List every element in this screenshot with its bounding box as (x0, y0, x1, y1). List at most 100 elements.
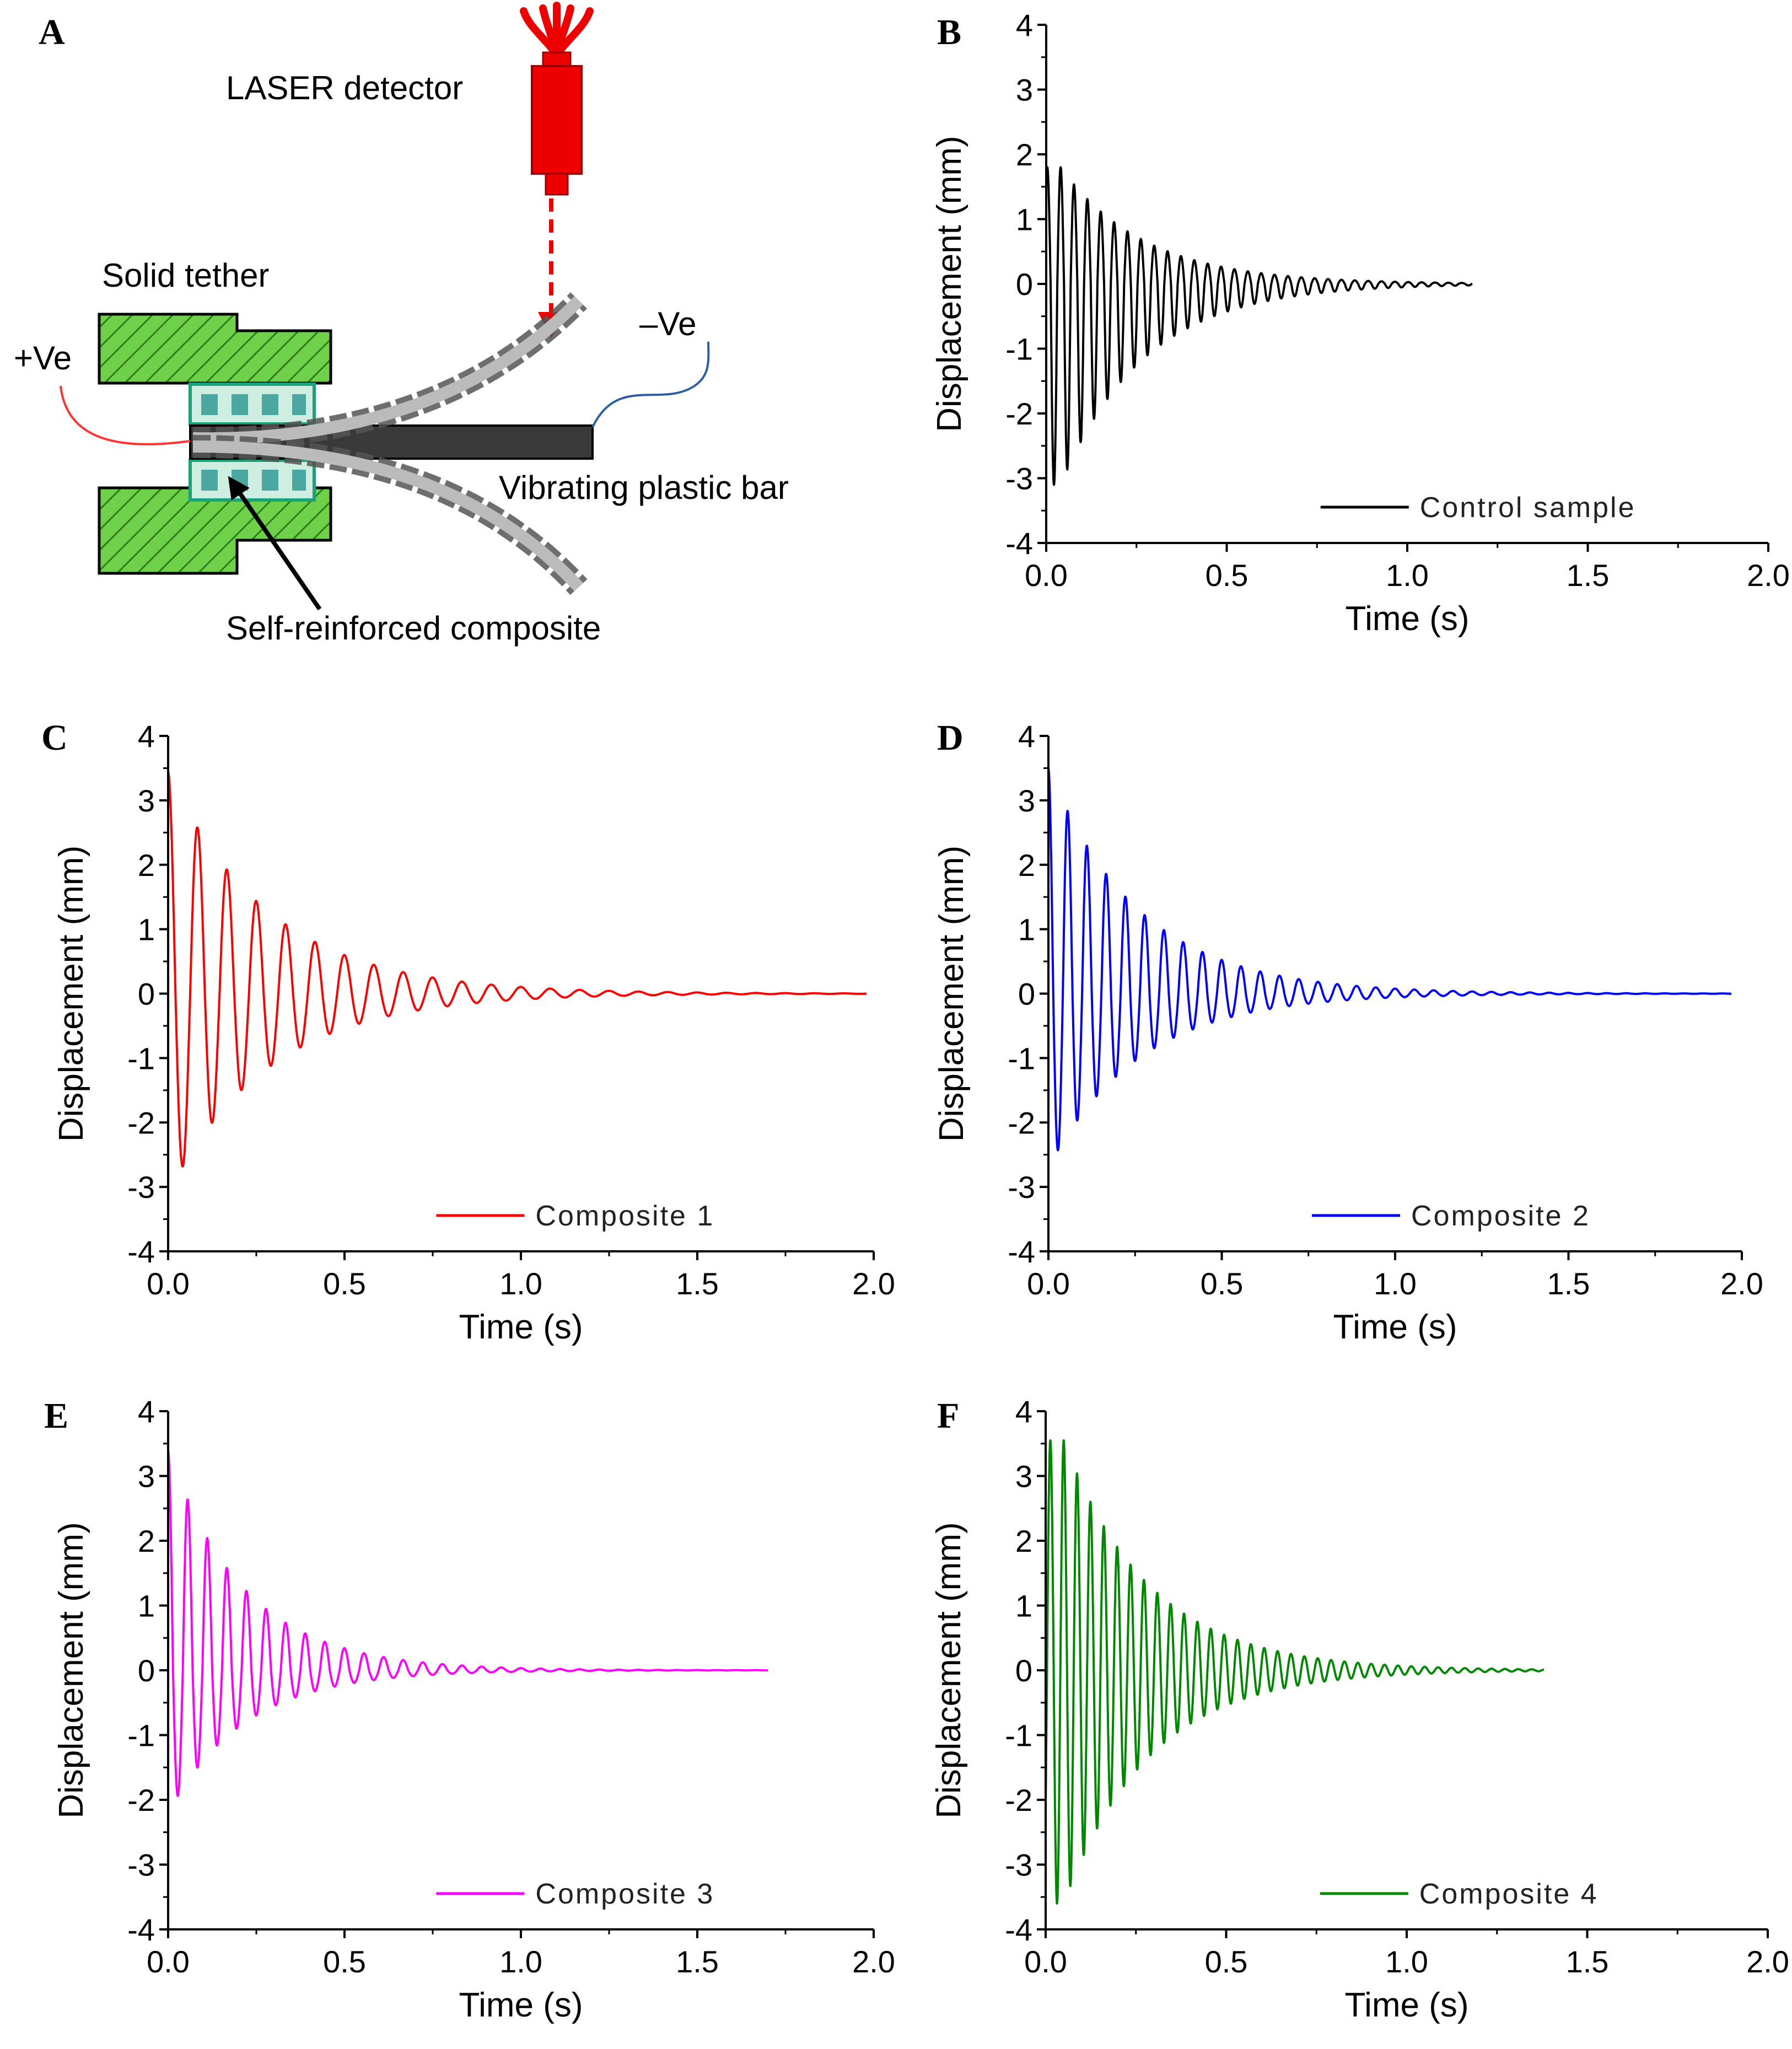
y-tick-label: -2 (1005, 1783, 1032, 1817)
y-tick-label: 4 (1018, 719, 1035, 754)
y-tick-label: 4 (138, 719, 155, 754)
solid-tether-bottom (98, 486, 332, 575)
chart-panel-d: D -4 -3 -2 -1 0 1 2 3 4 0.0 0.5 1.0 1.5 2.0 Time (s) Dis… (933, 718, 1763, 1346)
chart-panel-e: E -4 -3 -2 -1 0 1 2 3 4 0.0 0.5 1.0 1.5 2.0 Time (s) Dis… (44, 1394, 895, 2024)
y-tick-label: 1 (1015, 1589, 1032, 1623)
x-tick-label: 0.5 (1201, 1266, 1244, 1301)
x-axis-title: Time (s) (1345, 1986, 1469, 2024)
chart-panel-b: B -4 -3 -2 -1 0 1 2 3 4 0.0 0.5 1.0 1.5 2.0 Time (s) Dis… (930, 8, 1790, 638)
solid-tether-label: Solid tether (102, 257, 270, 294)
x-tick-label: 0.0 (1027, 1266, 1070, 1301)
y-axis-title: Displacement (mm) (933, 846, 971, 1142)
x-tick-label: 1.5 (1566, 1944, 1609, 1979)
x-tick-label: 1.5 (1567, 558, 1610, 593)
x-axis-title: Time (s) (1346, 600, 1470, 638)
y-tick-label: 4 (138, 1394, 155, 1429)
panel-a-schematic: A LASER detector Solid tether +Ve (14, 2, 789, 647)
y-tick-label: -4 (127, 1234, 155, 1269)
x-tick-label: 1.0 (1386, 558, 1429, 593)
chart-panel-c: C -4 -3 -2 -1 0 1 2 3 4 0.0 0.5 1.0 1.5 2.0 Time (s) Dis… (41, 718, 895, 1346)
y-tick-label: -4 (1005, 1912, 1032, 1947)
x-tick-label: 0.0 (1024, 1944, 1067, 1979)
series-line (1047, 767, 1732, 1152)
panel-label: E (44, 1396, 68, 1436)
x-tick-label: 0.5 (1206, 558, 1249, 593)
y-tick-label: 1 (1018, 912, 1035, 947)
negative-label: –Ve (639, 305, 696, 342)
y-tick-label: -4 (127, 1912, 155, 1947)
y-tick-label: -1 (127, 1041, 155, 1075)
y-tick-label: 1 (1016, 202, 1033, 237)
legend-label: Control sample (1420, 492, 1636, 524)
y-tick-label: 2 (1018, 848, 1035, 883)
panel-label: C (41, 718, 68, 758)
y-tick-label: 0 (1016, 267, 1033, 302)
x-axis-title: Time (s) (459, 1986, 583, 2024)
negative-wire (591, 341, 710, 428)
x-tick-label: 2.0 (1720, 1266, 1763, 1301)
y-tick-label: 3 (1016, 73, 1033, 107)
y-tick-label: -1 (1008, 1041, 1035, 1075)
composite-label: Self-reinforced composite (226, 610, 601, 647)
y-tick-label: 1 (138, 912, 155, 947)
solid-tether-top (98, 313, 332, 385)
x-axis-title: Time (s) (1333, 1308, 1457, 1346)
y-tick-label: -3 (1008, 1170, 1035, 1204)
y-tick-label: -3 (1005, 1848, 1032, 1883)
x-tick-label: 1.0 (1374, 1266, 1417, 1301)
y-tick-label: -2 (1008, 1105, 1035, 1140)
x-tick-label: 0.0 (147, 1944, 190, 1979)
x-tick-label: 1.5 (1547, 1266, 1590, 1301)
y-tick-label: 4 (1016, 8, 1033, 42)
x-tick-label: 2.0 (1746, 1944, 1789, 1979)
y-tick-label: -1 (1005, 332, 1033, 367)
y-axis-title: Displacement (mm) (52, 846, 90, 1142)
y-tick-label: 3 (1015, 1459, 1032, 1494)
y-tick-label: -1 (1005, 1718, 1032, 1753)
y-tick-label: 3 (138, 1459, 155, 1494)
series-line (167, 771, 868, 1168)
series-line (167, 1449, 769, 1797)
y-tick-label: -2 (1005, 396, 1033, 431)
positive-label: +Ve (14, 340, 72, 377)
x-axis-title: Time (s) (459, 1308, 583, 1346)
y-tick-label: -3 (127, 1848, 155, 1883)
x-tick-label: 2.0 (852, 1944, 895, 1979)
y-tick-label: -4 (1008, 1234, 1035, 1269)
composite-arrow (228, 476, 322, 611)
y-tick-label: 2 (1015, 1524, 1032, 1558)
y-axis-title: Displacement (mm) (930, 1522, 968, 1818)
x-tick-label: 1.0 (499, 1266, 542, 1301)
panel-label: D (937, 718, 964, 758)
panel-a-label: A (39, 12, 65, 52)
y-tick-label: -1 (127, 1718, 155, 1753)
x-tick-label: 0.5 (323, 1944, 366, 1979)
legend-label: Composite 1 (535, 1200, 714, 1232)
x-tick-label: 2.0 (1747, 558, 1790, 593)
x-tick-label: 1.0 (1385, 1944, 1428, 1979)
series-line (1045, 1439, 1545, 1905)
legend-label: Composite 3 (535, 1878, 714, 1910)
y-tick-label: -2 (127, 1783, 155, 1817)
y-tick-label: 0 (1018, 977, 1035, 1012)
y-tick-label: -4 (1005, 526, 1033, 561)
y-tick-label: 1 (138, 1589, 155, 1623)
y-axis-title: Displacement (mm) (930, 136, 968, 432)
y-tick-label: 2 (1016, 137, 1033, 172)
x-tick-label: 2.0 (852, 1266, 895, 1301)
composite-texture (201, 394, 306, 491)
positive-wire (60, 385, 191, 445)
laser-detector-icon (520, 2, 594, 196)
x-tick-label: 0.0 (147, 1266, 190, 1301)
legend-label: Composite 4 (1419, 1878, 1599, 1910)
series-line (1045, 166, 1473, 486)
x-tick-label: 0.5 (1205, 1944, 1248, 1979)
x-tick-label: 0.0 (1025, 558, 1068, 593)
y-tick-label: -2 (127, 1105, 155, 1140)
bar-label: Vibrating plastic bar (499, 469, 789, 506)
chart-panel-f: F -4 -3 -2 -1 0 1 2 3 4 0.0 0.5 1.0 1.5 2.0 Time (s) Dis… (930, 1394, 1789, 2024)
x-tick-label: 1.5 (676, 1944, 719, 1979)
y-tick-label: 2 (138, 848, 155, 883)
y-tick-label: -3 (127, 1170, 155, 1204)
